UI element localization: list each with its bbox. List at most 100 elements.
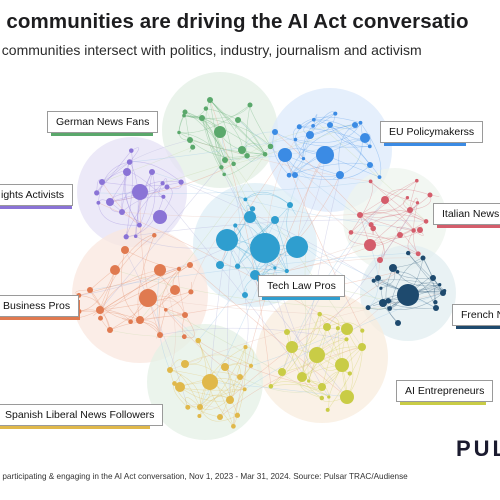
node — [149, 169, 155, 175]
page-subtitle: t communities intersect with politics, i… — [0, 42, 422, 58]
node — [272, 129, 278, 135]
node — [262, 151, 268, 157]
node — [296, 124, 302, 130]
community-label-3: Italian News B — [433, 203, 500, 225]
edge — [433, 287, 445, 303]
node — [244, 152, 250, 159]
node — [243, 197, 248, 202]
edge — [233, 389, 245, 427]
node — [415, 178, 419, 183]
edge — [338, 124, 356, 176]
edge — [126, 196, 164, 238]
node — [219, 165, 224, 170]
edge — [226, 239, 348, 398]
edge — [370, 181, 427, 222]
node — [377, 257, 383, 263]
node — [226, 244, 231, 250]
edge — [302, 113, 336, 159]
edge — [158, 268, 180, 336]
community-label-1: EU Policymakerss — [380, 121, 484, 143]
edge — [78, 246, 229, 296]
node — [96, 200, 101, 205]
node — [417, 227, 423, 233]
edge — [284, 154, 363, 331]
edge — [165, 309, 199, 341]
node — [185, 404, 191, 410]
node — [287, 202, 293, 208]
node — [242, 387, 247, 392]
node — [152, 233, 157, 238]
node — [317, 311, 322, 317]
edge — [274, 154, 326, 269]
edge — [245, 191, 291, 206]
edge — [388, 284, 440, 302]
node — [154, 264, 166, 276]
edge — [183, 115, 271, 147]
edge — [130, 271, 398, 322]
edge — [78, 269, 116, 312]
edge — [178, 132, 266, 155]
edge — [135, 171, 156, 237]
node — [319, 395, 325, 401]
edge — [291, 199, 386, 348]
node — [128, 319, 133, 325]
edge — [159, 269, 176, 371]
edge — [224, 137, 366, 161]
edge — [294, 164, 371, 180]
node — [371, 278, 376, 283]
node — [190, 144, 196, 150]
node — [250, 270, 260, 280]
node — [119, 209, 125, 215]
edge — [101, 181, 182, 187]
edge — [101, 268, 180, 311]
edge — [199, 125, 314, 408]
edge — [89, 289, 141, 321]
edge — [359, 214, 414, 231]
node — [231, 423, 236, 429]
node — [176, 266, 182, 272]
edge — [101, 268, 180, 311]
node — [216, 261, 224, 269]
node — [221, 363, 229, 371]
node — [242, 292, 248, 298]
node — [181, 360, 189, 368]
edge — [184, 111, 234, 165]
node — [167, 367, 173, 373]
node — [222, 172, 226, 177]
node — [325, 407, 330, 412]
node — [307, 379, 311, 383]
edge — [184, 354, 252, 366]
edge — [199, 347, 246, 417]
edge — [99, 235, 155, 311]
edge — [162, 155, 248, 184]
edge — [209, 239, 228, 383]
node — [182, 109, 188, 115]
network-nodes — [76, 97, 447, 429]
edge — [272, 131, 290, 176]
node — [139, 289, 157, 307]
edge — [370, 214, 427, 225]
node — [123, 168, 131, 176]
node — [87, 287, 93, 293]
node — [379, 286, 383, 290]
node — [433, 305, 439, 311]
node — [344, 337, 349, 342]
edge — [350, 231, 419, 255]
node — [358, 343, 366, 351]
node — [278, 148, 292, 162]
edge — [254, 174, 341, 276]
node — [98, 315, 103, 321]
edge — [99, 159, 226, 311]
node — [327, 122, 333, 128]
node — [405, 195, 410, 200]
node — [442, 289, 447, 293]
edge — [109, 322, 161, 336]
edge — [123, 161, 140, 226]
edge — [308, 346, 363, 382]
edge — [245, 193, 291, 206]
edge — [184, 111, 226, 161]
edge — [190, 281, 193, 292]
edge — [197, 340, 207, 408]
node — [292, 172, 298, 178]
edge — [197, 340, 234, 427]
